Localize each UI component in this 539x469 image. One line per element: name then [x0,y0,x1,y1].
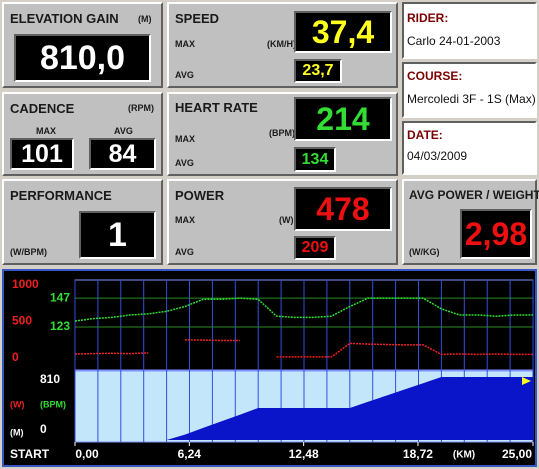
y-tick-label: 810 [40,372,60,386]
panel: AVG POWER / WEIGHT (W/KG) 2,98 [402,179,539,265]
value: 209 [294,236,336,260]
marks [74,297,533,440]
axis-unit: (M) [10,427,24,437]
info-panel: COURSE: Mercoledi 3F - 1S (Max) [402,62,537,118]
value: Mercoledi 3F - 1S (Max) [407,92,536,106]
unit: (M) [138,14,152,24]
x-tick-label: 12,48 [289,447,319,461]
label: AVG [114,126,133,136]
value: 478 [294,187,392,231]
position-marker [522,377,531,385]
x-tick-label: 0,00 [75,447,99,461]
y-tick-label: 1000 [12,277,39,291]
value: 214 [294,97,392,141]
label: MAX [175,215,195,225]
elevation-area [75,377,533,440]
series-line [74,297,533,322]
label: MAX [36,126,56,136]
y-tick-label: 0 [12,350,19,364]
label: AVG [175,70,194,80]
title: HEART RATE [175,100,258,115]
info-panel: RIDER: Carlo 24-01-2003 [402,2,537,59]
label: MAX [175,39,195,49]
y-tick-label: 123 [50,319,70,333]
value: 37,4 [294,11,392,53]
title: ELEVATION GAIN [10,11,119,26]
title: AVG POWER / WEIGHT [409,188,539,202]
y-tick-label: 147 [50,290,70,304]
panel: POWER MAX (W) 478 AVG 209 [167,179,398,265]
label: AVG [175,158,194,168]
unit: (W) [279,215,294,225]
unit: (W/KG) [409,247,440,257]
x-unit: (KM) [453,450,475,461]
panel: CADENCE (RPM) MAX AVG 101 84 [2,92,163,176]
y-tick-label: 0 [40,422,47,436]
unit: (RPM) [128,103,154,113]
value: 2,98 [460,209,532,259]
title: CADENCE [10,101,75,116]
x-tick-label: 6,24 [178,447,202,461]
label: DATE: [407,128,443,142]
x-tick-label: 18,72 [403,447,433,461]
info-panel: DATE: 04/03/2009 [402,121,537,175]
unit: (BPM) [269,128,295,138]
start-label: START [10,447,50,461]
title: POWER [175,188,225,203]
axis-unit: (W) [10,399,25,409]
value: 810,0 [14,34,151,82]
value: Carlo 24-01-2003 [407,34,501,48]
label: RIDER: [407,11,449,25]
label: AVG [175,247,194,257]
label: COURSE: [407,69,463,83]
value: 101 [10,138,74,170]
title: PERFORMANCE [10,188,112,203]
panel: PERFORMANCE (W/BPM) 1 [2,179,163,265]
value: 1 [79,211,156,259]
y-tick-label: 500 [12,314,32,328]
unit: (KM/H) [267,39,296,49]
value: 134 [294,147,336,172]
x-tick-label: 25,00 [502,447,532,461]
unit: (W/BPM) [10,247,47,257]
series-line [74,339,533,358]
panel: HEART RATE MAX (BPM) 214 AVG 134 [167,92,398,176]
panel: SPEED MAX (KM/H) 37,4 AVG 23,7 [167,2,398,88]
label: MAX [175,134,195,144]
value: 04/03/2009 [407,149,468,163]
chart: START (KM) 0,00 6,24 12,48 18,72 25,00 123 147… [2,269,537,467]
panel: ELEVATION GAIN (M) 810,0 [2,2,163,88]
title: SPEED [175,11,220,26]
value: 84 [89,138,156,170]
value: 23,7 [294,59,342,83]
axis-unit: (BPM) [40,399,66,409]
